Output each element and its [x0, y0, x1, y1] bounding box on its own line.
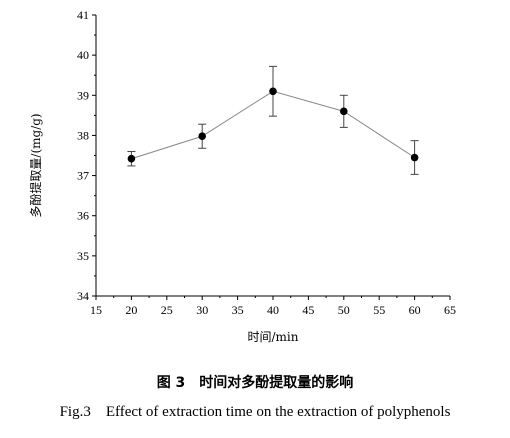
y-tick-label: 41 — [77, 8, 89, 22]
x-tick-label: 30 — [196, 303, 208, 317]
x-tick-label: 45 — [302, 303, 314, 317]
x-tick-label: 40 — [267, 303, 279, 317]
data-point — [340, 107, 348, 116]
data-point — [410, 153, 419, 162]
data-point — [127, 154, 136, 163]
chart: 15 20 25 30 35 40 45 50 55 60 65 3435363738394041 … — [28, 8, 456, 344]
y-tick-label: 36 — [77, 209, 89, 223]
x-tick-label: 15 — [90, 303, 102, 317]
x-tick-label: 35 — [232, 303, 244, 317]
x-tick-label: 25 — [161, 303, 173, 317]
data-point — [198, 132, 206, 141]
figure-caption-chinese: 图 3 时间对多酚提取量的影响 — [156, 375, 354, 391]
x-tick-label: 60 — [409, 303, 421, 317]
figure-caption-english: Fig.3 Effect of extraction time on the e… — [59, 404, 451, 420]
y-tick-label: 40 — [77, 48, 89, 62]
data-point — [269, 87, 277, 96]
series — [127, 65, 419, 175]
y-tick-label: 37 — [77, 169, 89, 183]
x-tick-label: 55 — [373, 303, 385, 317]
x-ticks: 15 20 25 30 35 40 45 50 55 60 65 — [90, 296, 456, 317]
y-tick-label: 39 — [77, 88, 89, 102]
y-axis-label: 多酚提取量/(mg/g) — [28, 113, 43, 217]
y-tick-label: 34 — [77, 289, 89, 303]
y-ticks: 34 35 36 37 38 39 40 41 — [77, 8, 96, 303]
x-tick-label: 65 — [444, 303, 456, 317]
y-tick-label: 35 — [77, 249, 89, 263]
axes — [95, 15, 450, 297]
x-tick-label: 50 — [338, 303, 350, 317]
x-axis-label: 时间/min — [248, 330, 299, 344]
y-tick-label: 38 — [77, 128, 89, 142]
x-tick-label: 20 — [125, 303, 137, 317]
